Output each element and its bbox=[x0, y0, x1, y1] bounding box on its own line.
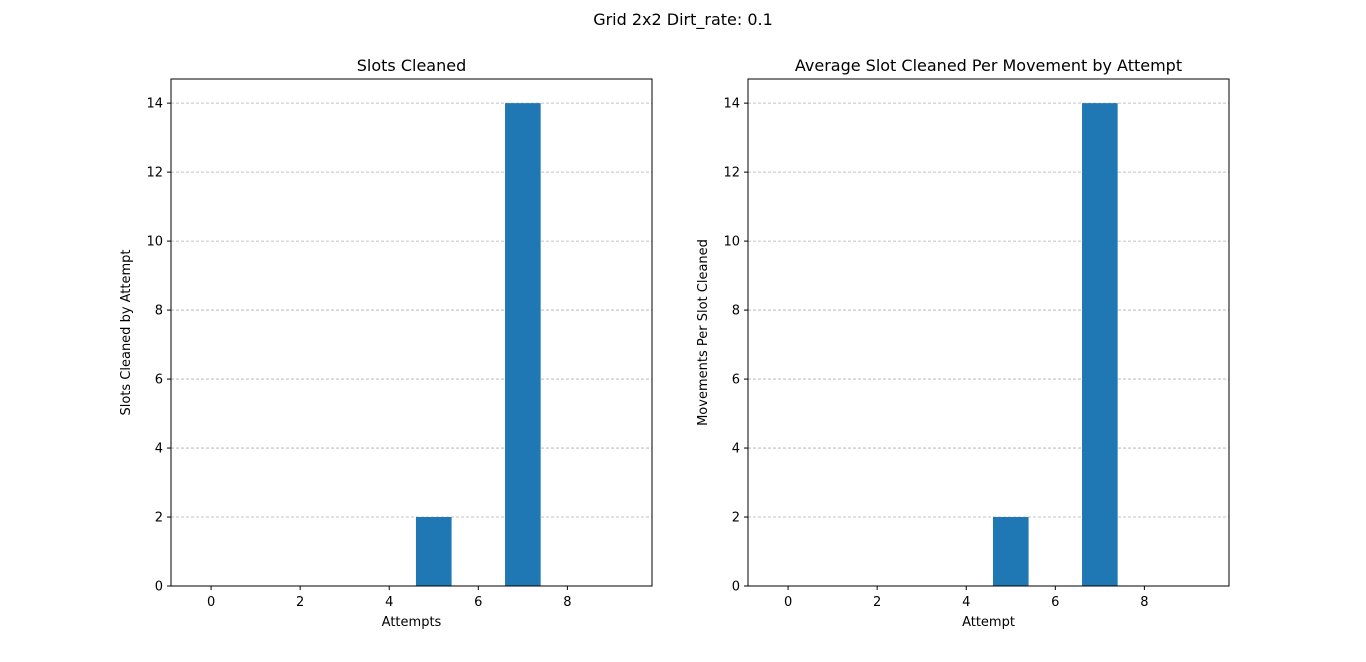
x-tick-label: 6 bbox=[1051, 595, 1059, 610]
x-tick-label: 0 bbox=[207, 595, 215, 610]
x-axis-label: Attempts bbox=[382, 615, 442, 630]
chart-title: Slots Cleaned bbox=[357, 56, 467, 75]
y-tick-label: 8 bbox=[155, 304, 163, 319]
bar-7 bbox=[1082, 103, 1118, 587]
x-tick-label: 0 bbox=[784, 595, 792, 610]
x-tick-label: 4 bbox=[962, 595, 970, 610]
y-tick-label: 2 bbox=[155, 511, 163, 526]
y-tick-label: 0 bbox=[732, 580, 740, 595]
figure-suptitle: Grid 2x2 Dirt_rate: 0.1 bbox=[593, 10, 773, 29]
y-tick-label: 10 bbox=[723, 235, 740, 250]
axes-frame bbox=[170, 78, 653, 587]
y-tick-label: 10 bbox=[146, 235, 163, 250]
y-axis-label: Movements Per Slot Cleaned bbox=[696, 239, 711, 426]
y-tick-label: 14 bbox=[723, 97, 740, 112]
chart-title: Average Slot Cleaned Per Movement by Att… bbox=[795, 56, 1182, 75]
x-tick-label: 8 bbox=[563, 595, 571, 610]
y-axis-label: Slots Cleaned by Attempt bbox=[119, 249, 134, 415]
x-axis-label: Attempt bbox=[962, 615, 1015, 630]
y-tick-label: 12 bbox=[723, 166, 740, 181]
y-tick-label: 14 bbox=[146, 97, 163, 112]
bar-5 bbox=[992, 517, 1029, 586]
axes-frame bbox=[747, 78, 1230, 587]
y-tick-label: 8 bbox=[732, 304, 740, 319]
y-tick-label: 4 bbox=[732, 442, 740, 457]
bar-5 bbox=[415, 517, 452, 586]
y-tick-label: 12 bbox=[146, 166, 163, 181]
x-tick-label: 4 bbox=[385, 595, 393, 610]
y-tick-label: 0 bbox=[155, 580, 163, 595]
y-tick-label: 2 bbox=[732, 511, 740, 526]
x-tick-label: 2 bbox=[873, 595, 881, 610]
y-tick-label: 6 bbox=[155, 373, 163, 388]
y-tick-label: 6 bbox=[732, 373, 740, 388]
bar-7 bbox=[505, 103, 541, 587]
x-tick-label: 6 bbox=[474, 595, 482, 610]
x-tick-label: 2 bbox=[296, 595, 304, 610]
y-tick-label: 4 bbox=[155, 442, 163, 457]
x-tick-label: 8 bbox=[1140, 595, 1148, 610]
